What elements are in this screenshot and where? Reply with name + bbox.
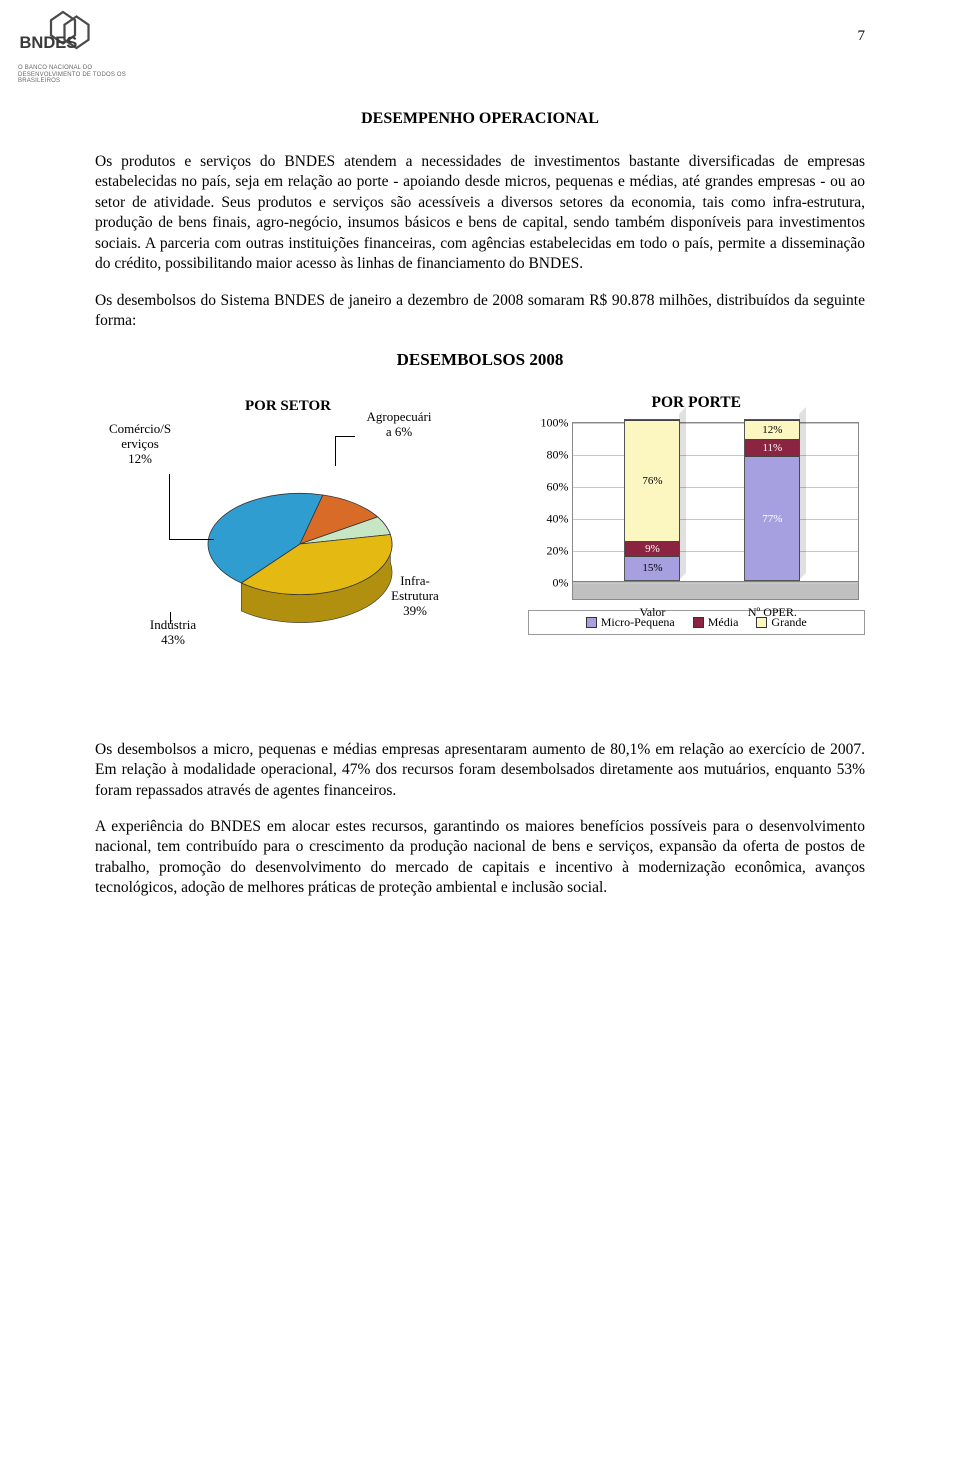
stacked-bar: 15%9%76%: [624, 419, 680, 581]
ytick: 100%: [533, 415, 569, 430]
section-title: DESEMPENHO OPERACIONAL: [95, 110, 865, 128]
leader-line: [169, 474, 170, 539]
xtick: Valor: [639, 605, 665, 620]
logo-text: BNDES: [20, 34, 78, 52]
ytick: 60%: [533, 479, 569, 494]
bar-chart: POR PORTE 0%20%40%60%80%100%15%9%76%Valo…: [528, 394, 866, 684]
charts-row: POR SETOR Comércio/Serviços12% Agropecuá…: [95, 394, 865, 684]
logo-tagline: O BANCO NACIONAL DO DESENVOLVIMENTO DE T…: [18, 65, 128, 85]
bar-plot: 0%20%40%60%80%100%15%9%76%Valor77%11%12%…: [572, 422, 860, 600]
pie-label-infra: Infra-Estrutura39%: [375, 574, 455, 619]
pie-svg: [190, 454, 420, 664]
logo: BNDES O BANCO NACIONAL DO DESENVOLVIMENT…: [18, 8, 128, 85]
pie-title: POR SETOR: [245, 398, 331, 415]
stacked-bar: 77%11%12%: [744, 419, 800, 581]
paragraph-2: Os desembolsos do Sistema BNDES de janei…: [95, 291, 865, 332]
bar-segment: 76%: [625, 420, 679, 542]
legend-item: Média: [693, 615, 739, 630]
pie-chart: POR SETOR Comércio/Serviços12% Agropecuá…: [95, 394, 508, 684]
paragraph-1: Os produtos e serviços do BNDES atendem …: [95, 152, 865, 275]
bar-title: POR PORTE: [528, 394, 866, 412]
leader-line: [170, 612, 171, 624]
pie-label-industria: Indústria43%: [133, 618, 213, 648]
bndes-logo-icon: BNDES: [18, 8, 108, 58]
page-number: 7: [858, 28, 866, 45]
ytick: 20%: [533, 543, 569, 558]
ytick: 0%: [533, 575, 569, 590]
leader-line: [335, 436, 336, 466]
page-content: DESEMPENHO OPERACIONAL Os produtos e ser…: [95, 110, 865, 899]
bar-segment: 77%: [745, 456, 799, 579]
pie-label-comercio: Comércio/Serviços12%: [95, 422, 185, 467]
pie-label-agro: Agropecuária 6%: [353, 410, 445, 440]
leader-line: [335, 436, 355, 437]
bar-segment: 9%: [625, 541, 679, 555]
paragraph-3: Os desembolsos a micro, pequenas e média…: [95, 740, 865, 801]
paragraph-4: A experiência do BNDES em alocar estes r…: [95, 817, 865, 899]
leader-line: [169, 539, 214, 540]
bar-legend: Micro-PequenaMédiaGrande: [528, 610, 866, 635]
ytick: 40%: [533, 511, 569, 526]
charts-title: DESEMBOLSOS 2008: [95, 350, 865, 370]
bar-segment: 12%: [745, 420, 799, 439]
bar-segment: 11%: [745, 439, 799, 457]
bar-segment: 15%: [625, 556, 679, 580]
ytick: 80%: [533, 447, 569, 462]
xtick: Nº OPER.: [748, 605, 797, 620]
